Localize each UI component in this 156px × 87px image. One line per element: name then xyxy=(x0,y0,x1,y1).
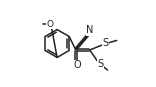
Text: O: O xyxy=(46,20,53,29)
Text: N: N xyxy=(86,25,93,35)
Text: O: O xyxy=(74,60,82,70)
Text: S: S xyxy=(97,59,103,69)
Text: S: S xyxy=(103,39,109,48)
